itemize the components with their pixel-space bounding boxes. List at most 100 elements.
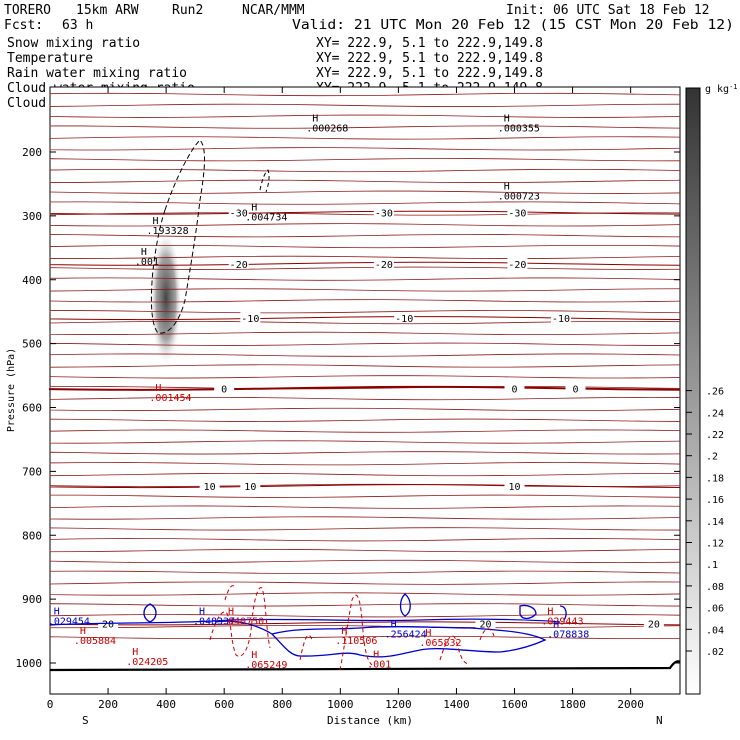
maximum-value: .065249 bbox=[245, 660, 287, 671]
maximum-marker: H bbox=[54, 607, 60, 618]
snow-shading bbox=[150, 237, 182, 373]
maximum-value: .005884 bbox=[74, 636, 116, 647]
isotherm-line bbox=[49, 451, 681, 455]
isotherm-label-bg bbox=[373, 206, 394, 218]
isotherm-line bbox=[49, 505, 681, 509]
isotherm-line bbox=[49, 548, 681, 553]
x-tick-label: 200 bbox=[98, 698, 118, 711]
isotherm-label-bg bbox=[504, 480, 525, 492]
isotherm-line bbox=[49, 559, 681, 564]
isotherm-line bbox=[49, 396, 681, 401]
colorbar-label: .22 bbox=[706, 430, 724, 441]
isotherm-label: 20 bbox=[102, 619, 114, 630]
colorbar-label: .02 bbox=[706, 647, 724, 658]
legend-item-name: Snow mixing ratio bbox=[7, 36, 140, 51]
maximum-marker: H bbox=[504, 114, 510, 125]
y-tick-label: 700 bbox=[22, 465, 42, 478]
maximum-value: .024205 bbox=[126, 657, 168, 668]
y-tick-label: 800 bbox=[22, 529, 42, 542]
x-tick-label: 0 bbox=[47, 698, 54, 711]
isotherm-label-bg bbox=[475, 617, 496, 629]
isotherm-label: 20 bbox=[479, 619, 491, 630]
colorbar-label: .24 bbox=[706, 408, 724, 419]
maximum-marker: H bbox=[547, 607, 553, 618]
isotherm-line bbox=[49, 635, 681, 640]
colorbar-units-exponent: -1 bbox=[729, 83, 737, 91]
isotherm-line bbox=[49, 331, 681, 336]
isotherm-label: 0 bbox=[512, 384, 518, 395]
fcst-label: Fcst: bbox=[4, 18, 43, 33]
maximum-value: .001 bbox=[367, 659, 391, 670]
run-name: Run2 bbox=[172, 3, 203, 18]
maximum-marker: H bbox=[80, 626, 86, 637]
maximum-marker: H bbox=[251, 650, 257, 661]
maximum-marker: H bbox=[228, 607, 234, 618]
isotherm-labelled-line bbox=[49, 484, 681, 489]
maximum-marker: H bbox=[251, 202, 257, 213]
colorbar-label: .2 bbox=[706, 452, 718, 463]
valid-time: Valid: 21 UTC Mon 20 Feb 12 (15 CST Mon … bbox=[292, 18, 734, 33]
maximum-value: .193328 bbox=[147, 226, 189, 237]
colorbar-label: .26 bbox=[706, 387, 724, 398]
isotherm-labelled-line bbox=[49, 621, 681, 626]
legend-item-xy: XY= 222.9, 5.1 to 222.9,149.8 bbox=[316, 66, 543, 81]
isotherm-line bbox=[49, 201, 681, 205]
maximum-marker: H bbox=[153, 216, 159, 227]
isotherm-label-bg bbox=[199, 480, 220, 492]
isotherm-label: 0 bbox=[572, 384, 578, 395]
fcst-value: 63 h bbox=[62, 18, 93, 33]
isotherm-label-bg bbox=[550, 312, 571, 324]
isotherm-line bbox=[49, 158, 681, 162]
x-axis-title: Distance (km) bbox=[327, 714, 413, 727]
y-tick-label: 900 bbox=[22, 593, 42, 606]
isotherm-label-bg bbox=[504, 382, 525, 394]
isotherm-label-bg bbox=[214, 382, 235, 394]
maximum-marker: H bbox=[425, 628, 431, 639]
isotherm-label: -20 bbox=[508, 260, 526, 271]
x-axis-right-label: N bbox=[656, 714, 663, 727]
x-axis-left-label: S bbox=[82, 714, 89, 727]
maximum-value: .040750 bbox=[222, 617, 264, 628]
isotherm-line bbox=[49, 429, 681, 433]
isotherm-line bbox=[49, 147, 681, 151]
isotherm-label: -30 bbox=[508, 209, 526, 220]
colorbar-label: .12 bbox=[706, 539, 724, 550]
isotherm-line bbox=[49, 179, 681, 183]
resolution: 15km ARW bbox=[76, 3, 139, 18]
isotherm-line bbox=[49, 603, 681, 607]
rain-water-contour bbox=[209, 585, 495, 671]
maximum-value: .001454 bbox=[149, 393, 191, 404]
isotherm-line bbox=[49, 342, 681, 346]
ground-surface-line bbox=[49, 660, 681, 672]
legend-item-xy: XY= 222.9, 5.1 to 222.9,149.8 bbox=[316, 51, 543, 66]
isotherm-line bbox=[49, 103, 681, 107]
isotherm-line bbox=[49, 310, 681, 314]
isotherm-label: 10 bbox=[204, 482, 216, 493]
isotherm-line bbox=[49, 527, 681, 531]
colorbar-label: .1 bbox=[706, 560, 718, 571]
isotherm-line bbox=[49, 624, 681, 629]
isotherm-line bbox=[49, 516, 681, 520]
isotherm-line bbox=[49, 255, 681, 259]
maximum-marker: H bbox=[504, 181, 510, 192]
isotherm-line bbox=[49, 190, 681, 194]
isotherm-line bbox=[49, 223, 681, 227]
maxima-labels: H.000268H.000355H.000723H.004734H.193328… bbox=[48, 114, 590, 672]
maximum-value: .000723 bbox=[498, 191, 540, 202]
maximum-marker: H bbox=[312, 114, 318, 125]
x-tick-label: 1800 bbox=[559, 698, 586, 711]
maximum-marker: H bbox=[155, 383, 161, 394]
isotherm-line bbox=[49, 244, 681, 249]
isotherm-label: -20 bbox=[375, 260, 393, 271]
isotherm-line bbox=[49, 114, 681, 118]
temperature-contours: -30 -30 -30 -20 -20 -20 -10 -10 -10 0 0 0 10 10 10 20 20… bbox=[49, 92, 681, 640]
cloud-ice-contour-2 bbox=[259, 169, 270, 193]
isotherm-label: 20 bbox=[648, 619, 660, 630]
isotherm-line bbox=[49, 288, 681, 292]
x-tick-label: 1200 bbox=[385, 698, 412, 711]
isotherm-label: -30 bbox=[375, 209, 393, 220]
isotherm-label: -20 bbox=[230, 260, 248, 271]
maximum-value: .000355 bbox=[498, 124, 540, 135]
isotherm-line bbox=[49, 494, 681, 498]
